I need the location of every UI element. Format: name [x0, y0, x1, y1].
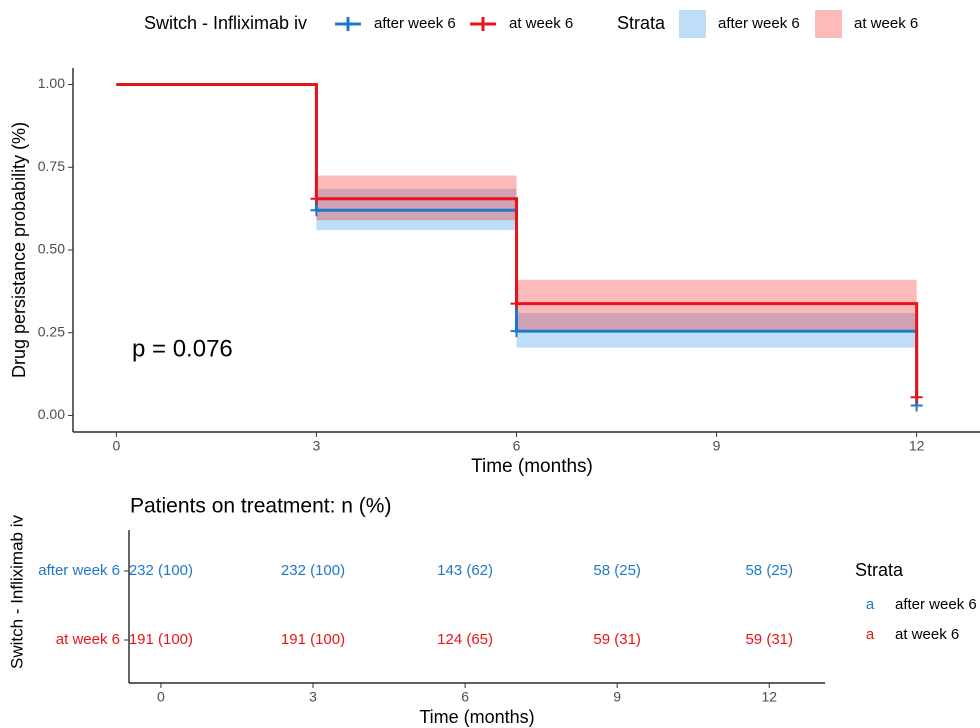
row-label: after week 6 — [38, 562, 120, 579]
x-tick-label: 6 — [461, 689, 469, 705]
legend-key — [815, 10, 842, 38]
risk-count: 58 (25) — [745, 562, 793, 579]
risk-count: 232 (100) — [281, 562, 345, 579]
y-tick-label: 1.00 — [38, 75, 65, 91]
legend-key: a — [866, 626, 875, 643]
risk-count: 124 (65) — [437, 631, 493, 648]
y-axis-title: Switch - Infliximab iv — [7, 515, 26, 669]
x-tick-label: 9 — [613, 689, 621, 705]
y-axis-title: Drug persistance probability (%) — [9, 122, 29, 378]
risk-count: 232 (100) — [129, 562, 193, 579]
legend-title: Strata — [617, 13, 666, 33]
y-tick-label: 0.25 — [38, 323, 65, 339]
row-label: at week 6 — [56, 631, 120, 648]
censor-mark — [310, 192, 323, 205]
y-tick-label: 0.75 — [38, 158, 65, 174]
legend-label: after week 6 — [895, 596, 977, 613]
legend-key — [470, 17, 496, 31]
x-tick-label: 0 — [157, 689, 165, 705]
x-tick-label: 3 — [309, 689, 317, 705]
risk-count: 191 (100) — [129, 631, 193, 648]
legend-label: at week 6 — [854, 15, 918, 32]
survival-line — [116, 83, 919, 398]
legend-label: after week 6 — [374, 15, 456, 32]
x-tick-label: 9 — [713, 438, 721, 454]
risk-count: 143 (62) — [437, 562, 493, 579]
censor-mark — [910, 391, 923, 404]
risk-count: 58 (25) — [593, 562, 641, 579]
legend-label: after week 6 — [718, 15, 800, 32]
x-tick-label: 12 — [909, 438, 925, 454]
censor-mark — [510, 325, 523, 338]
legend-label: at week 6 — [895, 626, 959, 643]
legend-key — [679, 10, 706, 38]
legend-title: Strata — [855, 560, 904, 580]
legend-label: at week 6 — [509, 15, 573, 32]
y-tick-label: 0.50 — [38, 241, 65, 257]
x-axis-title: Time (months) — [471, 456, 593, 477]
risk-count: 59 (31) — [593, 631, 641, 648]
x-tick-label: 12 — [761, 689, 777, 705]
p-value: p = 0.076 — [132, 335, 233, 362]
table-title: Patients on treatment: n (%) — [130, 495, 391, 518]
legend-key — [335, 17, 361, 31]
risk-count: 191 (100) — [281, 631, 345, 648]
legend-title: Switch - Infliximab iv — [144, 13, 307, 33]
x-tick-label: 6 — [513, 438, 521, 454]
y-tick-label: 0.00 — [38, 406, 65, 422]
legend-key: a — [866, 596, 875, 613]
x-tick-label: 3 — [313, 438, 321, 454]
x-axis-title: Time (months) — [419, 707, 534, 727]
x-tick-label: 0 — [112, 438, 120, 454]
censor-mark — [510, 297, 523, 310]
censor-mark — [310, 204, 323, 217]
risk-count: 59 (31) — [745, 631, 793, 648]
